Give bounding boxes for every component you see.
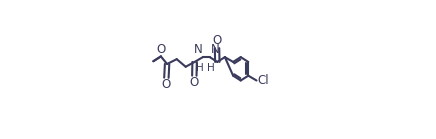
- Text: O: O: [161, 78, 170, 91]
- Text: H: H: [196, 63, 204, 73]
- Text: O: O: [156, 43, 166, 56]
- Text: H: H: [207, 63, 215, 73]
- Text: N: N: [194, 43, 202, 56]
- Text: Cl: Cl: [257, 74, 269, 87]
- Text: O: O: [189, 76, 198, 89]
- Text: O: O: [212, 34, 221, 48]
- Text: N: N: [211, 43, 219, 56]
